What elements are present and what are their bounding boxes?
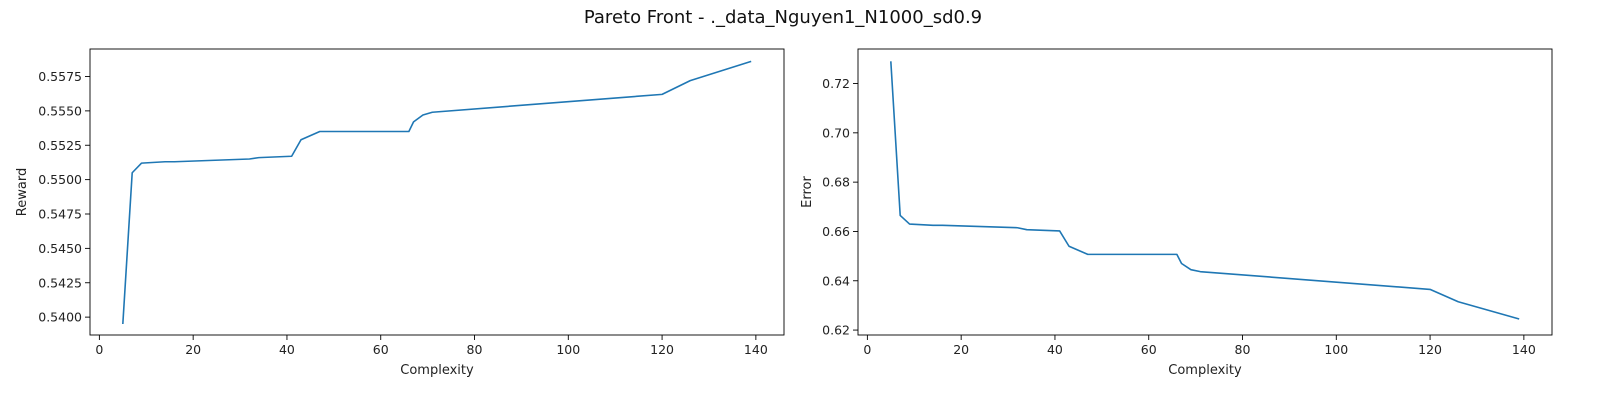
reward-y-tick-label: 0.5500: [38, 172, 82, 187]
error-y-tick-label: 0.66: [822, 224, 850, 239]
reward-y-tick-label: 0.5425: [38, 275, 82, 290]
reward-x-tick-label: 100: [556, 342, 580, 357]
reward-x-tick-label: 140: [744, 342, 768, 357]
reward-x-tick-label: 20: [185, 342, 201, 357]
reward-x-tick-label: 120: [650, 342, 674, 357]
reward-x-axis-label: Complexity: [400, 363, 474, 378]
error-x-tick-label: 60: [1141, 342, 1157, 357]
error-y-tick-label: 0.64: [822, 273, 850, 288]
error-chart: Complexity Error 0 20 40 60 80 100 120 140 0.62 0…: [800, 48, 1553, 378]
error-x-tick-label: 20: [953, 342, 969, 357]
reward-y-tick-label: 0.5550: [38, 103, 82, 118]
figure-title: Pareto Front - ._data_Nguyen1_N1000_sd0.…: [584, 7, 982, 28]
error-y-tick-label: 0.62: [822, 323, 850, 338]
error-plot-frame: [857, 48, 1553, 336]
reward-y-tick-label: 0.5450: [38, 241, 82, 256]
reward-y-axis-label: Reward: [15, 168, 30, 216]
error-x-tick-label: 0: [863, 342, 871, 357]
reward-y-tick-label: 0.5475: [38, 207, 82, 222]
error-x-tick-label: 140: [1512, 342, 1536, 357]
error-y-tick-label: 0.70: [822, 125, 850, 140]
reward-y-tick-label: 0.5525: [38, 138, 82, 153]
error-x-tick-label: 100: [1324, 342, 1348, 357]
error-y-axis-label: Error: [800, 176, 815, 208]
error-x-axis-label: Complexity: [1168, 363, 1242, 378]
error-y-tick-label: 0.72: [822, 76, 850, 91]
reward-x-tick-label: 60: [373, 342, 389, 357]
error-y-tick-label: 0.68: [822, 175, 850, 190]
reward-series-line: [122, 60, 752, 325]
reward-plot-frame: [89, 48, 785, 336]
error-x-tick-label: 80: [1235, 342, 1251, 357]
reward-x-tick-label: 40: [279, 342, 295, 357]
reward-x-tick-label: 80: [467, 342, 483, 357]
reward-y-tick-label: 0.5575: [38, 69, 82, 84]
error-x-tick-label: 40: [1047, 342, 1063, 357]
error-x-tick-label: 120: [1418, 342, 1442, 357]
reward-y-tick-label: 0.5400: [38, 310, 82, 325]
reward-chart: Complexity Reward 0 20 40 60 80 100 120 140 0.54…: [15, 48, 785, 378]
error-series-line: [890, 61, 1520, 320]
reward-x-tick-label: 0: [95, 342, 103, 357]
